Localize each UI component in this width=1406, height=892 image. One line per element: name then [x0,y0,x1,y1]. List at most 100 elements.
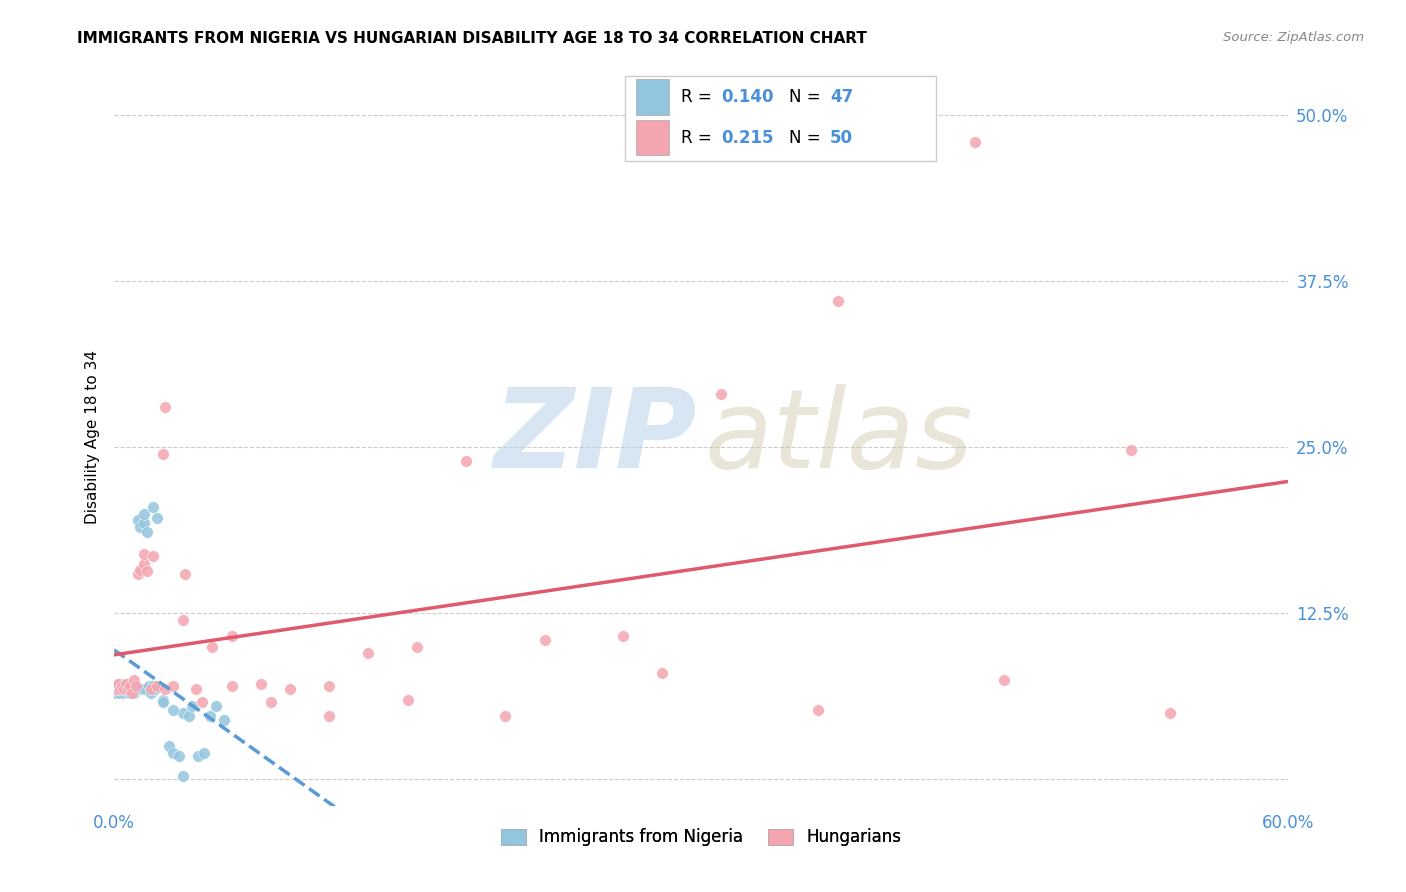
Point [117,682,139,697]
Point [152,692,174,706]
Point [494,708,516,723]
Point [138,680,160,694]
Point [201,640,224,654]
Point [172,768,194,782]
Point [260,695,283,709]
Point [122,673,145,687]
Point [250,677,273,691]
Point [142,500,165,514]
Text: R =: R = [681,88,717,106]
Point [993,673,1015,687]
Point [963,135,986,149]
Point [710,387,733,401]
Text: atlas: atlas [704,384,973,491]
Point [122,680,145,694]
Point [118,686,141,700]
Point [112,686,135,700]
Point [111,682,134,697]
Text: 47: 47 [830,88,853,106]
Point [117,682,139,697]
Point [396,692,419,706]
Point [173,566,195,581]
Point [118,680,141,694]
Point [456,453,478,467]
Point [121,686,143,700]
Point [107,677,129,691]
FancyBboxPatch shape [637,79,669,114]
Point [318,680,340,694]
Point [131,682,153,697]
Point [115,677,138,691]
Point [112,680,135,694]
Text: ZIP: ZIP [494,384,697,491]
Point [107,680,129,694]
Point [128,562,150,576]
Point [111,680,134,694]
Point [142,549,165,564]
Point [162,703,184,717]
Point [132,558,155,572]
Text: R =: R = [681,128,717,146]
FancyBboxPatch shape [637,120,669,155]
Text: 0.140: 0.140 [721,88,773,106]
Point [132,507,155,521]
Point [141,682,163,697]
Point [146,510,169,524]
Point [162,746,184,760]
Text: 0.215: 0.215 [721,128,773,146]
Point [143,682,166,697]
Point [108,682,131,697]
Point [533,632,555,647]
Point [357,646,380,660]
Point [107,682,129,697]
Point [198,708,221,723]
Point [406,640,429,654]
Point [125,682,148,697]
Point [146,680,169,694]
Point [132,547,155,561]
Point [112,682,135,697]
Point [118,680,141,694]
Point [221,629,243,643]
Point [108,686,131,700]
Point [181,699,204,714]
Point [141,686,163,700]
Point [212,713,235,727]
Text: IMMIGRANTS FROM NIGERIA VS HUNGARIAN DISABILITY AGE 18 TO 34 CORRELATION CHART: IMMIGRANTS FROM NIGERIA VS HUNGARIAN DIS… [77,31,868,46]
Point [105,686,128,700]
Text: Source: ZipAtlas.com: Source: ZipAtlas.com [1223,31,1364,45]
Point [221,680,243,694]
Y-axis label: Disability Age 18 to 34: Disability Age 18 to 34 [86,351,100,524]
Point [186,682,208,697]
Point [187,748,209,763]
Point [157,739,180,754]
Point [142,680,165,694]
Point [152,695,174,709]
Point [278,682,301,697]
Point [191,695,214,709]
Point [121,682,143,697]
Point [205,699,228,714]
Point [136,525,159,540]
Text: 50: 50 [830,128,853,146]
Text: N =: N = [789,128,825,146]
Legend: Immigrants from Nigeria, Hungarians: Immigrants from Nigeria, Hungarians [494,822,908,853]
Point [827,294,849,309]
Point [117,686,139,700]
Point [134,682,156,697]
Point [153,401,176,415]
Point [651,666,673,681]
Point [162,680,184,694]
Point [136,564,159,578]
Text: N =: N = [789,88,825,106]
Point [111,680,134,694]
Point [193,746,215,760]
Point [807,703,830,717]
Point [172,613,194,627]
Point [127,513,149,527]
Point [167,748,190,763]
Point [318,708,340,723]
Point [152,447,174,461]
Point [115,682,138,697]
Point [153,682,176,697]
